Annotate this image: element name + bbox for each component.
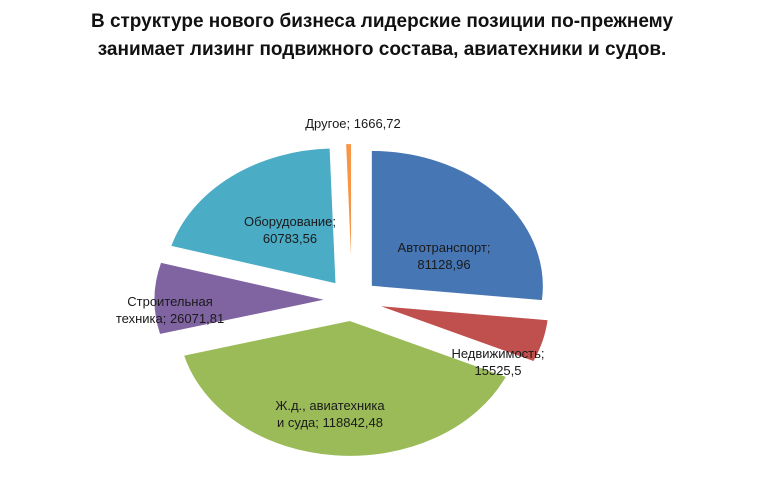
pie-slice-construction-equipment xyxy=(153,261,327,336)
pie-slices xyxy=(153,143,549,457)
data-label-equipment: Оборудование; 60783,56 xyxy=(244,214,336,246)
pie-slice-rail-aviation-ships xyxy=(182,319,508,457)
chart-title-line2: занимает лизинг подвижного состава, авиа… xyxy=(97,39,667,60)
pie-slice-autotransport xyxy=(370,149,544,302)
data-label-line: и суда; 118842,48 xyxy=(277,415,383,430)
data-label-line: 60783,56 xyxy=(263,231,317,246)
data-label-line: 15525,5 xyxy=(475,363,522,378)
data-label-line: Строительная xyxy=(127,294,212,309)
data-label-line: 81128,96 xyxy=(417,257,470,272)
data-label-rail-aviation-ships: Ж.д., авиатехника и суда; 118842,48 xyxy=(275,398,385,430)
data-label-construction-equipment: Строительная техника; 26071,81 xyxy=(116,294,224,326)
data-label-real-estate: Недвижимость; 15525,5 xyxy=(451,346,544,378)
data-label-other: Другое; 1666,72 xyxy=(305,116,401,131)
chart-title-line1: В структуре нового бизнеса лидерские поз… xyxy=(90,11,674,32)
data-label-line: Недвижимость; xyxy=(451,346,544,361)
pie-slice-real-estate xyxy=(376,304,549,363)
data-label-line: Оборудование; xyxy=(244,214,336,229)
data-label-line: Ж.д., авиатехника xyxy=(275,398,385,413)
pie-slice-other xyxy=(345,143,353,280)
chart-title: В структуре нового бизнеса лидерские поз… xyxy=(0,8,764,64)
data-label-line: техника; 26071,81 xyxy=(116,311,224,326)
data-label-line: Автотранспорт; xyxy=(398,240,491,255)
data-label-autotransport: Автотранспорт; 81128,96 xyxy=(398,240,491,272)
pie-slice-equipment xyxy=(170,147,337,285)
data-label-line: Другое; 1666,72 xyxy=(305,116,401,131)
data-labels: Автотранспорт; 81128,96 Недвижимость; 15525… xyxy=(116,116,545,430)
